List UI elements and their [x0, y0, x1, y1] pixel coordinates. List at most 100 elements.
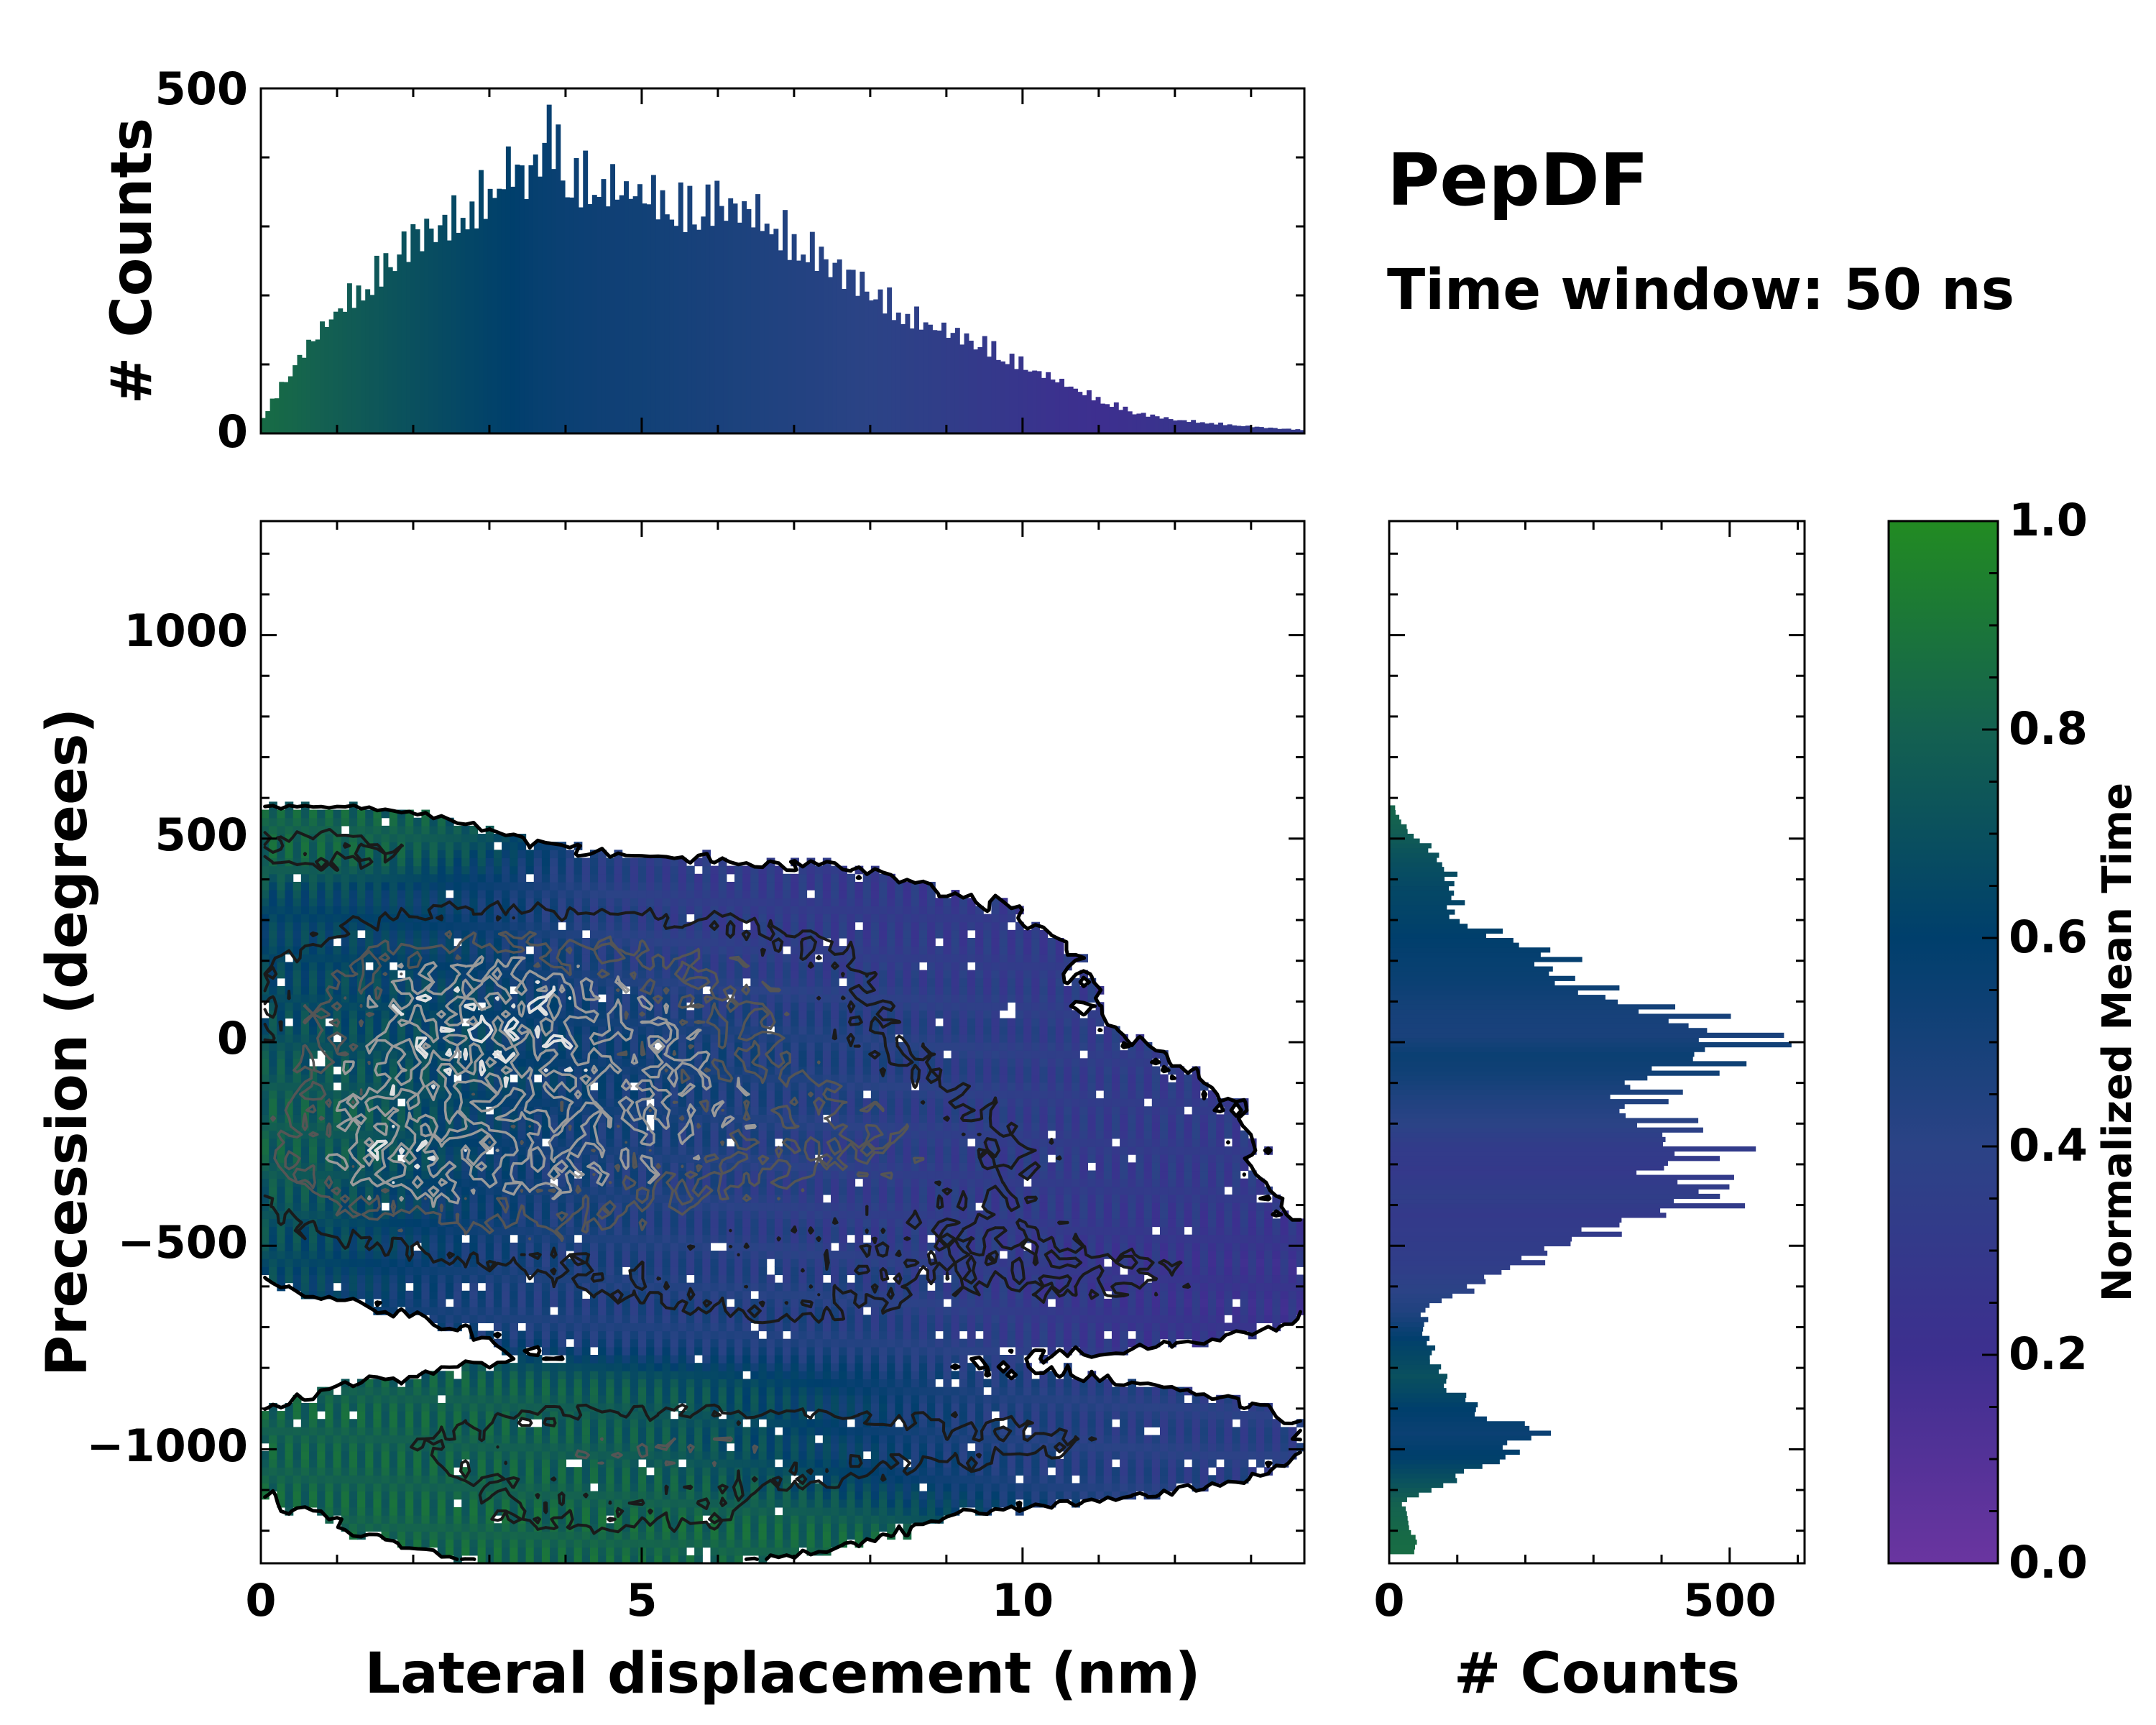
heatmap-cell	[686, 1371, 695, 1380]
heatmap-cell	[437, 1506, 446, 1516]
heatmap-cell	[566, 1322, 575, 1332]
heatmap-cell	[1151, 1315, 1161, 1323]
heatmap-cell	[750, 1226, 760, 1236]
heatmap-cell	[1111, 1330, 1120, 1340]
heatmap-cell	[1128, 1427, 1137, 1436]
heatmap-cell	[847, 1298, 856, 1307]
heatmap-cell	[670, 1315, 679, 1323]
heatmap-cell	[943, 1322, 952, 1332]
heatmap-cell	[694, 1450, 703, 1460]
heatmap-cell	[1128, 1443, 1137, 1452]
top-histogram-bar	[669, 219, 675, 433]
heatmap-cell	[734, 1266, 743, 1276]
heatmap-cell	[325, 1467, 334, 1476]
heatmap-cell	[991, 1483, 1000, 1492]
heatmap-cell	[999, 1298, 1008, 1307]
heatmap-cell	[839, 1290, 847, 1300]
heatmap-cell	[1087, 1419, 1097, 1427]
heatmap-cell	[285, 1210, 294, 1219]
heatmap-cell	[566, 1443, 575, 1452]
heatmap-cell	[1128, 1483, 1137, 1492]
heatmap-cell	[1055, 1443, 1064, 1452]
heatmap-cell	[614, 1394, 623, 1404]
heatmap-cell	[261, 1226, 270, 1236]
heatmap-cell	[558, 1475, 567, 1484]
top-histogram-bar	[778, 250, 783, 433]
heatmap-cell	[1143, 1330, 1153, 1340]
heatmap-cell	[975, 1322, 984, 1332]
heatmap-cell	[822, 1499, 831, 1508]
heatmap-cell	[589, 1330, 599, 1340]
heatmap-cell	[1280, 1315, 1289, 1323]
heatmap-cell	[911, 1499, 920, 1508]
heatmap-cell	[566, 1218, 575, 1228]
heatmap-cell	[493, 1379, 502, 1388]
heatmap-cell	[1168, 1259, 1176, 1267]
heatmap-cell	[614, 1411, 623, 1420]
heatmap-cell	[357, 1402, 366, 1412]
heatmap-cell	[646, 1450, 655, 1460]
heatmap-cell	[718, 1338, 727, 1348]
heatmap-cell	[1128, 1386, 1137, 1396]
heatmap-cell	[1224, 1435, 1233, 1444]
heatmap-cell	[606, 1251, 615, 1259]
heatmap-cell	[1095, 1274, 1105, 1284]
heatmap-cell	[1224, 1218, 1233, 1228]
heatmap-cell	[1072, 1202, 1080, 1211]
heatmap-cell	[943, 1315, 952, 1323]
heatmap-cell	[895, 1266, 904, 1276]
heatmap-cell	[734, 1346, 743, 1356]
heatmap-cell	[983, 1450, 992, 1460]
heatmap-cell	[517, 1234, 527, 1243]
top-histogram-bar	[914, 306, 919, 433]
heatmap-cell	[646, 1322, 655, 1332]
heatmap-cell	[622, 1555, 631, 1564]
heatmap-cell	[558, 1307, 567, 1315]
heatmap-cell	[510, 1379, 519, 1388]
heatmap-cell	[405, 1266, 414, 1276]
heatmap-cell	[373, 1459, 382, 1468]
heatmap-cell	[357, 1475, 366, 1484]
heatmap-cell	[614, 1226, 623, 1236]
heatmap-cell	[758, 1379, 768, 1388]
heatmap-cell	[1288, 1242, 1297, 1251]
heatmap-cell	[791, 1234, 799, 1243]
heatmap-cell	[317, 1210, 326, 1219]
heatmap-cell	[991, 1226, 1000, 1236]
heatmap-cell	[589, 1379, 599, 1388]
heatmap-cell	[558, 1386, 567, 1396]
heatmap-cell	[598, 1266, 607, 1276]
heatmap-cell	[967, 1274, 976, 1284]
heatmap-cell	[927, 1274, 936, 1284]
heatmap-cell	[485, 1435, 494, 1444]
heatmap-cell	[895, 1346, 904, 1356]
heatmap-cell	[550, 1450, 558, 1460]
heatmap-cell	[1120, 1338, 1128, 1348]
heatmap-cell	[373, 1218, 382, 1228]
heatmap-cell	[381, 1218, 390, 1228]
heatmap-cell	[702, 1259, 711, 1267]
heatmap-cell	[261, 1259, 270, 1267]
heatmap-cell	[798, 1531, 808, 1540]
heatmap-cell	[702, 1290, 711, 1300]
heatmap-cell	[1207, 1202, 1217, 1211]
heatmap-cell	[333, 1226, 342, 1236]
heatmap-cell	[879, 1315, 888, 1323]
top-histogram-bar	[823, 259, 829, 433]
heatmap-cell	[1120, 1242, 1128, 1251]
heatmap-cell	[421, 1379, 430, 1388]
heatmap-cell	[1007, 1394, 1016, 1404]
heatmap-cell	[606, 1274, 615, 1284]
heatmap-cell	[710, 1491, 719, 1500]
heatmap-cell	[870, 1386, 880, 1396]
heatmap-cell	[1168, 1443, 1176, 1452]
heatmap-cell	[911, 1475, 920, 1484]
chart-title: PepDF	[1387, 138, 1649, 222]
heatmap-cell	[742, 1210, 751, 1219]
heatmap-cell	[879, 1242, 888, 1251]
heatmap-cell	[292, 1467, 302, 1476]
heatmap-cell	[453, 1274, 462, 1284]
heatmap-cell	[710, 1290, 719, 1300]
top-histogram-bar	[637, 184, 642, 433]
heatmap-cell	[646, 1523, 655, 1532]
